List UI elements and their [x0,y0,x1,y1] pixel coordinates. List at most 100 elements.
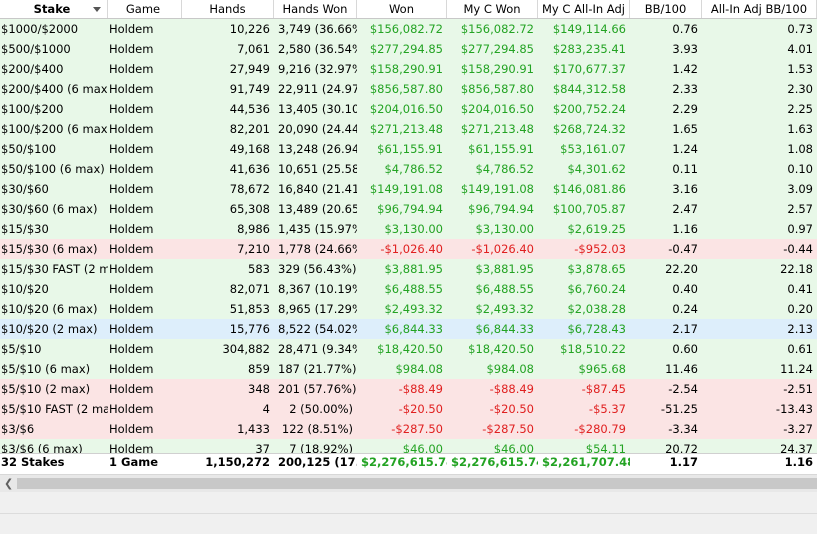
row-hands-won: 1,435 (15.97%) [278,222,357,236]
row-bb100: 2.17 [672,322,698,336]
row-hands: 37 [255,442,270,453]
scrollbar-thumb[interactable] [17,478,817,489]
row-game: Holdem [109,182,154,196]
column-header-game[interactable]: Game [108,0,182,18]
row-won: $158,290.91 [369,62,443,76]
row-adj-bb100: -2.51 [783,382,813,396]
row-stake: $30/$60 (6 max) [1,202,98,216]
horizontal-scrollbar[interactable]: ❮ [0,474,817,492]
column-header-my-c-won[interactable]: My C Won [447,0,538,18]
row-bb100: -3.34 [668,422,698,436]
row-stake: $50/$100 [1,142,57,156]
total-allin-adj: $2,261,707.48 [542,455,630,469]
table-row[interactable]: $3/$6 (6 max) Holdem 37 7 (18.92%) $46.00 $46… [0,439,817,453]
row-won: $3,881.95 [384,262,443,276]
table-row[interactable]: $5/$10 Holdem 304,882 28,471 (9.34%) $18,420… [0,339,817,359]
row-adj-bb100: 1.08 [787,142,813,156]
table-row[interactable]: $100/$200 (6 max) Holdem 82,201 20,090 (24.… [0,119,817,139]
column-header-my-c-allin-adj[interactable]: My C All-In Adj [538,0,630,18]
column-header-stake[interactable]: Stake [0,0,108,18]
row-my-c-won: -$20.50 [489,402,534,416]
row-game: Holdem [109,402,154,416]
row-hands: 65,308 [229,202,270,216]
row-my-c-won: $277,294.85 [460,42,534,56]
table-row[interactable]: $30/$60 (6 max) Holdem 65,308 13,489 (20.65… [0,199,817,219]
row-stake: $3/$6 [1,422,35,436]
row-hands: 304,882 [222,342,270,356]
table-row[interactable]: $10/$20 (6 max) Holdem 51,853 8,965 (17.29%… [0,299,817,319]
table-row[interactable]: $30/$60 Holdem 78,672 16,840 (21.41%) $149,1… [0,179,817,199]
row-stake: $30/$60 [1,182,49,196]
row-hands-won: 329 (56.43%) [278,262,357,276]
row-stake: $10/$20 (2 max) [1,322,98,336]
row-hands: 51,853 [229,302,270,316]
row-allin-adj: $54.11 [585,442,626,453]
row-hands-won: 2 (50.00%) [289,402,353,416]
column-header-hands[interactable]: Hands [182,0,274,18]
total-won: $2,276,615.74 [361,455,447,469]
table-row[interactable]: $10/$20 Holdem 82,071 8,367 (10.19%) $6,488.… [0,279,817,299]
row-hands: 1,433 [237,422,270,436]
row-game: Holdem [109,362,154,376]
table-row[interactable]: $3/$6 Holdem 1,433 122 (8.51%) -$287.50 -$287… [0,419,817,439]
row-my-c-won: -$1,026.40 [471,242,534,256]
row-game: Holdem [109,382,154,396]
row-game: Holdem [109,122,154,136]
table-row[interactable]: $200/$400 (6 max) Holdem 91,749 22,911 (24.… [0,79,817,99]
table-row[interactable]: $50/$100 (6 max) Holdem 41,636 10,651 (25.5… [0,159,817,179]
row-my-c-won: $158,290.91 [460,62,534,76]
row-stake: $15/$30 [1,222,49,236]
table-row[interactable]: $15/$30 (6 max) Holdem 7,210 1,778 (24.66%)… [0,239,817,259]
totals-row: 32 Stakes 1 Game 1,150,272 200,125 (17.4… [0,453,817,471]
row-hands: 348 [248,382,270,396]
row-stake: $500/$1000 [1,42,71,56]
table-row[interactable]: $5/$10 (6 max) Holdem 859 187 (21.77%) $984.… [0,359,817,379]
table-header: Stake Game Hands Hands Won Won My C Won … [0,0,817,19]
row-allin-adj: $149,114.66 [552,22,626,36]
row-allin-adj: $53,161.07 [560,142,626,156]
table-row[interactable]: $50/$100 Holdem 49,168 13,248 (26.94%) $61,1… [0,139,817,159]
row-adj-bb100: 1.63 [787,122,813,136]
row-my-c-won: $4,786.52 [475,162,534,176]
row-adj-bb100: -0.44 [783,242,813,256]
row-allin-adj: $200,752.24 [552,102,626,116]
table-row[interactable]: $1000/$2000 Holdem 10,226 3,749 (36.66%) $15… [0,19,817,39]
scroll-left-arrow-icon[interactable]: ❮ [4,477,14,490]
table-row[interactable]: $5/$10 FAST (2 max)Holdem 4 2 (50.00%) -$20… [0,399,817,419]
row-game: Holdem [109,202,154,216]
row-adj-bb100: 0.41 [787,282,813,296]
table-row[interactable]: $15/$30 Holdem 8,986 1,435 (15.97%) $3,130.0… [0,219,817,239]
table-row[interactable]: $500/$1000 Holdem 7,061 2,580 (36.54%) $277,… [0,39,817,59]
row-won: $46.00 [402,442,443,453]
row-hands-won: 20,090 (24.44%) [278,122,357,136]
row-stake: $5/$10 (2 max) [1,382,91,396]
row-bb100: 22.20 [665,262,698,276]
row-my-c-won: $149,191.08 [460,182,534,196]
row-won: $18,420.50 [377,342,443,356]
table-row[interactable]: $200/$400 Holdem 27,949 9,216 (32.97%) $158,… [0,59,817,79]
column-header-hands-won[interactable]: Hands Won [274,0,357,18]
row-won: $6,488.55 [384,282,443,296]
row-hands: 7,210 [237,242,270,256]
total-games: 1 Game [109,455,158,469]
table-row[interactable]: $100/$200 Holdem 44,536 13,405 (30.10%) $204… [0,99,817,119]
row-stake: $15/$30 (6 max) [1,242,98,256]
row-hands-won: 8,367 (10.19%) [278,282,357,296]
row-hands-won: 2,580 (36.54%) [278,42,357,56]
row-hands: 78,672 [229,182,270,196]
row-won: $984.08 [395,362,443,376]
total-hands-won: 200,125 (17.40%) [278,455,357,469]
column-header-allin-adj-bb100[interactable]: All-In Adj BB/100 [702,0,817,18]
column-header-bb100[interactable]: BB/100 [630,0,702,18]
row-stake: $15/$30 FAST (2 max) [1,262,108,276]
table-row[interactable]: $5/$10 (2 max) Holdem 348 201 (57.76%) -$88.… [0,379,817,399]
table-row[interactable]: $10/$20 (2 max) Holdem 15,776 8,522 (54.02%… [0,319,817,339]
column-header-won[interactable]: Won [357,0,447,18]
row-stake: $10/$20 [1,282,49,296]
row-hands: 15,776 [229,322,270,336]
table-row[interactable]: $15/$30 FAST (2 max)Holdem 583 329 (56.43%… [0,259,817,279]
row-my-c-won: $96,794.94 [468,202,534,216]
row-bb100: 3.93 [672,42,698,56]
row-won: -$20.50 [398,402,443,416]
row-game: Holdem [109,442,154,453]
